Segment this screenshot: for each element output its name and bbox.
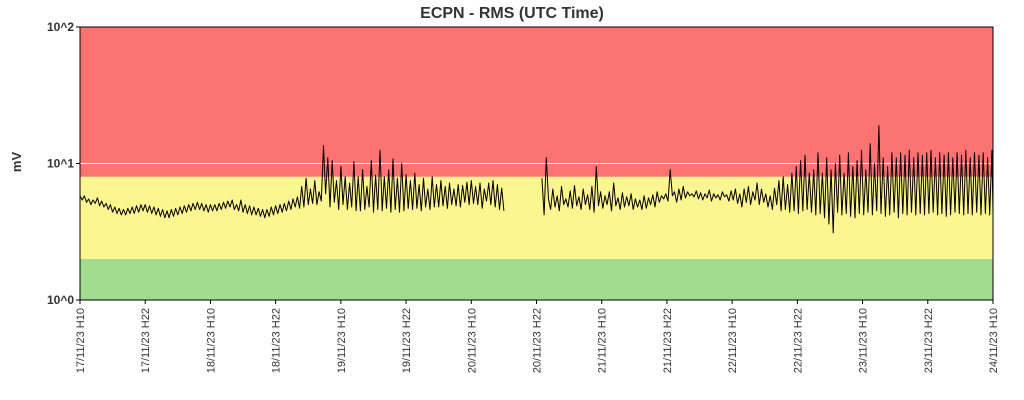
- series-line-segment-1: [541, 125, 994, 234]
- x-tick-label: 21/11/23 H22: [662, 308, 674, 373]
- x-tick-label: 19/11/23 H10: [336, 308, 348, 373]
- y-axis-label: mV: [9, 152, 24, 173]
- x-tick-label: 23/11/23 H22: [923, 308, 935, 373]
- x-tick-label: 20/11/23 H10: [466, 308, 478, 373]
- x-tick-label: 23/11/23 H10: [858, 308, 870, 373]
- x-tick-label: 18/11/23 H22: [271, 308, 283, 373]
- y-tick-label: 10^2: [47, 20, 74, 34]
- x-tick-label: 17/11/23 H22: [140, 308, 152, 373]
- chart-title: ECPN - RMS (UTC Time): [420, 5, 604, 22]
- x-tick-label: 24/11/23 H10: [988, 308, 1000, 373]
- x-tick-label: 17/11/23 H10: [75, 308, 87, 373]
- y-axis-ticks: 10^0 10^1 10^2: [47, 20, 80, 307]
- x-tick-label: 22/11/23 H10: [727, 308, 739, 373]
- x-tick-label: 20/11/23 H22: [532, 308, 544, 373]
- band-2: [80, 27, 993, 177]
- y-tick-label: 10^0: [47, 293, 74, 307]
- y-tick-label: 10^1: [47, 157, 74, 171]
- rms-series: [79, 125, 994, 234]
- x-tick-label: 19/11/23 H22: [401, 308, 413, 373]
- band-0: [80, 258, 993, 300]
- x-tick-label: 18/11/23 H10: [205, 308, 217, 373]
- x-axis-ticks: 17/11/23 H10 17/11/23 H22 18/11/23 H10 18/1…: [75, 300, 1000, 373]
- series-line-segment-0: [79, 145, 505, 219]
- x-tick-label: 21/11/23 H10: [597, 308, 609, 373]
- x-tick-label: 22/11/23 H22: [792, 308, 804, 373]
